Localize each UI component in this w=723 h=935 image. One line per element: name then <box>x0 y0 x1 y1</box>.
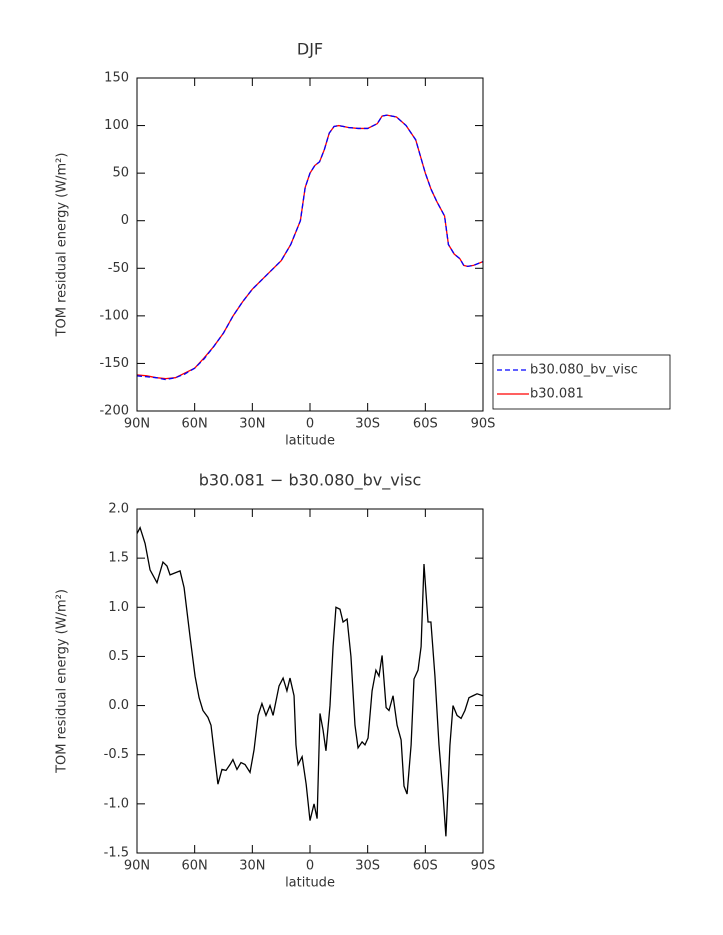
data-line <box>136 525 484 837</box>
legend-label: b30.080_bv_visc <box>530 363 638 378</box>
x-tick-label: 30N <box>239 417 265 432</box>
x-axis-label: latitude <box>285 876 335 891</box>
y-tick-label: 0 <box>121 213 129 228</box>
y-tick-label: 50 <box>112 166 129 181</box>
y-axis-label: TOM residual energy (W/m²) <box>55 153 70 338</box>
y-tick-label: 2.0 <box>108 502 129 517</box>
plot-frame <box>136 77 484 412</box>
y-tick-label: -0.5 <box>104 747 129 762</box>
y-tick-label: -1.5 <box>104 846 129 861</box>
y-axis-label: TOM residual energy (W/m²) <box>55 589 70 774</box>
data-line <box>136 114 484 381</box>
x-axis-label: latitude <box>285 434 335 449</box>
x-tick-label: 30S <box>355 417 380 432</box>
x-tick-label: 0 <box>306 859 314 874</box>
x-tick-label: 60N <box>182 859 208 874</box>
y-tick-label: -50 <box>108 261 129 276</box>
x-tick-label: 0 <box>306 417 314 432</box>
data-line <box>136 114 484 380</box>
x-tick-label: 60N <box>182 417 208 432</box>
y-tick-label: -200 <box>99 404 129 419</box>
y-tick-label: 150 <box>104 71 129 86</box>
plot-frame <box>136 508 484 854</box>
x-tick-label: 60S <box>413 417 438 432</box>
y-tick-label: -1.0 <box>104 796 129 811</box>
y-tick-label: 1.0 <box>108 600 129 615</box>
y-tick-label: 1.5 <box>108 551 129 566</box>
y-tick-label: 0.5 <box>108 649 129 664</box>
x-tick-label: 30S <box>355 859 380 874</box>
x-tick-label: 60S <box>413 859 438 874</box>
y-tick-label: 0.0 <box>108 698 129 713</box>
y-tick-label: -100 <box>99 308 129 323</box>
chart-title: DJF <box>297 40 323 59</box>
x-tick-label: 90S <box>471 417 496 432</box>
x-tick-label: 90N <box>124 417 150 432</box>
legend-box <box>492 354 671 410</box>
x-tick-label: 90S <box>471 859 496 874</box>
chart-title: b30.081 − b30.080_bv_visc <box>199 471 422 491</box>
y-tick-label: -150 <box>99 356 129 371</box>
y-tick-label: 100 <box>104 118 129 133</box>
x-tick-label: 90N <box>124 859 150 874</box>
x-tick-label: 30N <box>239 859 265 874</box>
legend-label: b30.081 <box>530 387 584 402</box>
